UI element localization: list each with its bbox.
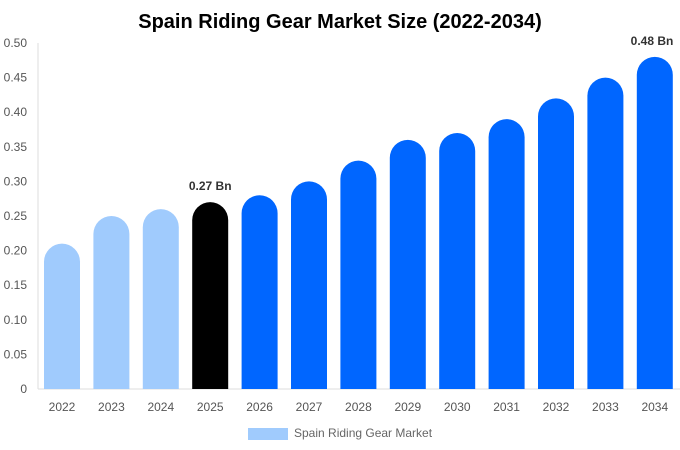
bar-2026 xyxy=(241,195,278,389)
bar-2028 xyxy=(340,160,377,389)
legend-swatch xyxy=(248,428,288,440)
y-tick-label: 0.10 xyxy=(4,313,28,327)
bar-2029 xyxy=(389,139,426,389)
bar-2022 xyxy=(44,243,80,389)
bar-2024 xyxy=(142,209,179,389)
x-tick-label: 2028 xyxy=(345,400,372,414)
bar-2033 xyxy=(587,77,624,389)
x-tick-label: 2025 xyxy=(197,400,224,414)
legend-label: Spain Riding Gear Market xyxy=(294,426,433,440)
y-tick-label: 0.25 xyxy=(4,209,28,223)
x-tick-label: 2030 xyxy=(444,400,471,414)
bar-2025 xyxy=(192,202,229,389)
x-tick-label: 2029 xyxy=(394,400,421,414)
y-tick-label: 0.50 xyxy=(4,36,28,50)
x-tick-label: 2024 xyxy=(147,400,174,414)
x-tick-label: 2023 xyxy=(98,400,125,414)
x-tick-label: 2026 xyxy=(246,400,273,414)
x-tick-label: 2032 xyxy=(543,400,570,414)
y-tick-label: 0.35 xyxy=(4,140,28,154)
x-tick-label: 2031 xyxy=(493,400,520,414)
bar-2032 xyxy=(538,98,574,390)
chart-title: Spain Riding Gear Market Size (2022-2034… xyxy=(138,11,542,33)
bar-2027 xyxy=(291,181,327,389)
y-tick-label: 0.05 xyxy=(4,347,28,361)
y-tick-label: 0.45 xyxy=(4,71,28,85)
bar-2034 xyxy=(636,56,673,390)
x-tick-label: 2033 xyxy=(592,400,619,414)
data-label: 0.27 Bn xyxy=(189,179,232,193)
y-tick-label: 0 xyxy=(20,382,27,396)
x-tick-label: 2034 xyxy=(641,400,668,414)
y-tick-label: 0.30 xyxy=(4,174,28,188)
y-tick-label: 0.15 xyxy=(4,278,28,292)
bar-2023 xyxy=(93,216,130,389)
bar-2031 xyxy=(488,119,525,390)
data-label: 0.48 Bn xyxy=(631,34,674,48)
x-tick-label: 2022 xyxy=(49,400,76,414)
bar-2030 xyxy=(439,132,476,389)
legend: Spain Riding Gear Market xyxy=(248,426,433,440)
y-tick-label: 0.20 xyxy=(4,244,28,258)
x-tick-label: 2027 xyxy=(296,400,323,414)
y-tick-label: 0.40 xyxy=(4,105,28,119)
